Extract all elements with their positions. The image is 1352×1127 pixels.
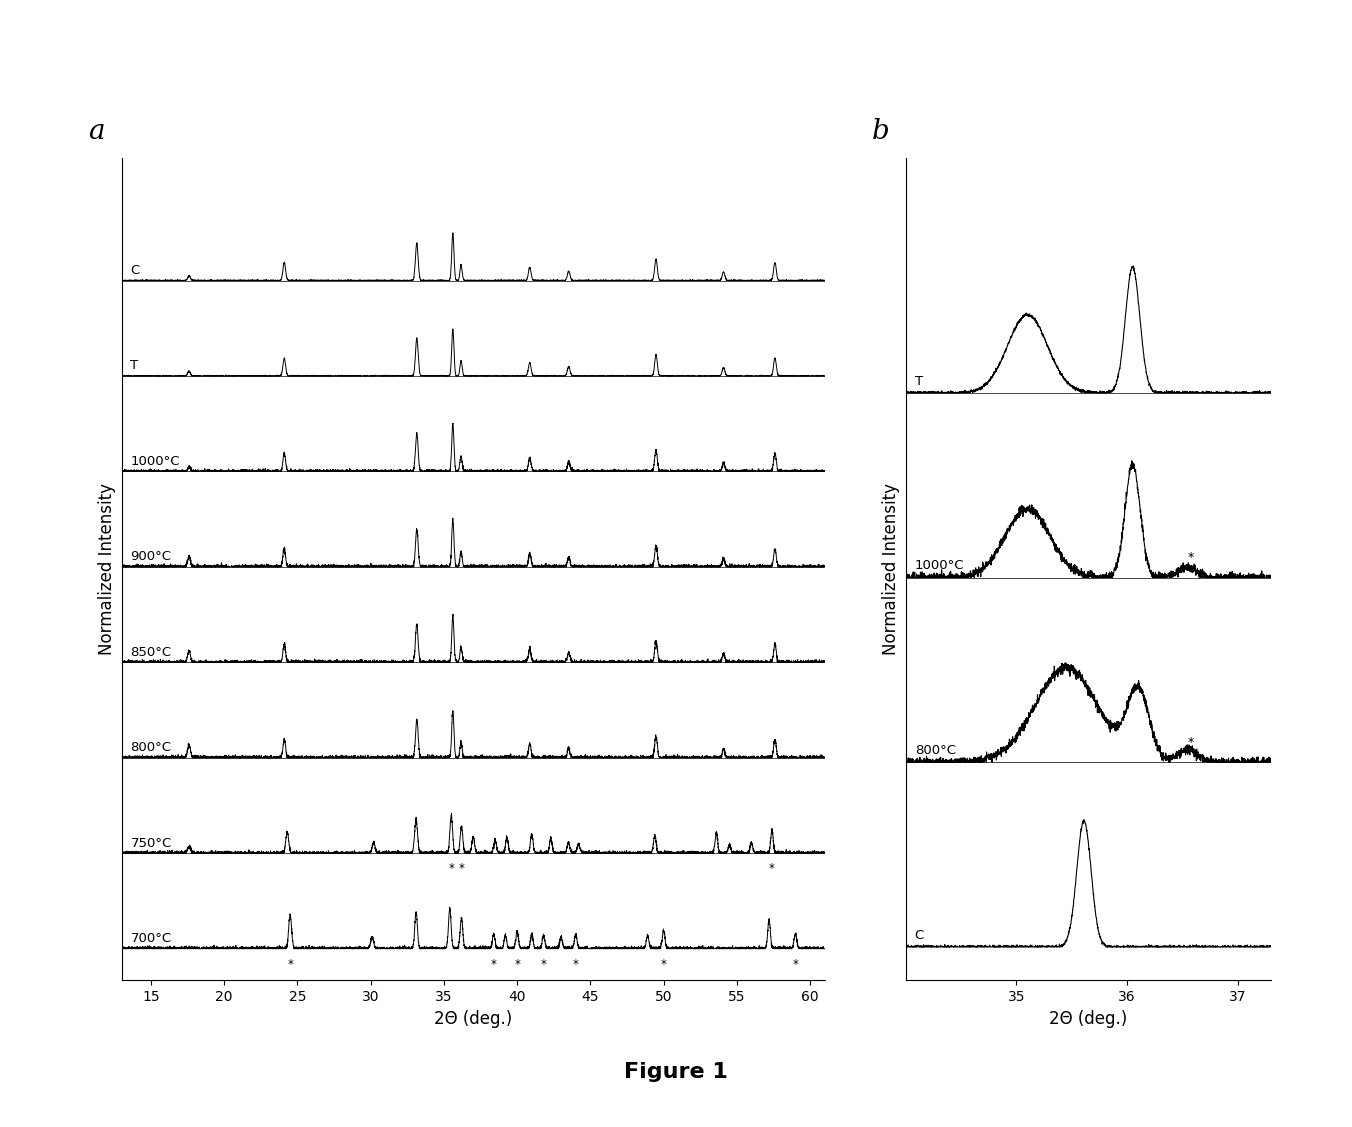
Text: 750°C: 750°C bbox=[131, 836, 172, 850]
Text: 1000°C: 1000°C bbox=[131, 455, 180, 468]
Text: C: C bbox=[131, 264, 139, 277]
Text: *: * bbox=[541, 958, 546, 970]
Text: *: * bbox=[287, 958, 293, 970]
Text: 1000°C: 1000°C bbox=[915, 559, 964, 573]
Text: 900°C: 900°C bbox=[131, 550, 172, 564]
Text: a: a bbox=[88, 118, 104, 145]
Text: b: b bbox=[872, 118, 890, 145]
Text: T: T bbox=[131, 360, 139, 372]
Text: 700°C: 700°C bbox=[131, 932, 172, 946]
Text: *: * bbox=[491, 958, 496, 970]
Text: 800°C: 800°C bbox=[915, 744, 956, 757]
Text: *: * bbox=[1188, 551, 1194, 565]
X-axis label: 2Θ (deg.): 2Θ (deg.) bbox=[1049, 1010, 1128, 1028]
X-axis label: 2Θ (deg.): 2Θ (deg.) bbox=[434, 1010, 512, 1028]
Text: Figure 1: Figure 1 bbox=[625, 1062, 727, 1082]
Text: T: T bbox=[915, 375, 923, 388]
Text: *: * bbox=[458, 862, 465, 876]
Y-axis label: Normalized Intensity: Normalized Intensity bbox=[99, 483, 116, 655]
Text: *: * bbox=[449, 862, 454, 876]
Text: *: * bbox=[573, 958, 579, 970]
Text: 850°C: 850°C bbox=[131, 646, 172, 658]
Text: *: * bbox=[514, 958, 521, 970]
Text: *: * bbox=[1188, 736, 1194, 748]
Y-axis label: Normalized Intensity: Normalized Intensity bbox=[883, 483, 900, 655]
Text: *: * bbox=[769, 862, 775, 876]
Text: *: * bbox=[792, 958, 799, 970]
Text: *: * bbox=[661, 958, 667, 970]
Text: C: C bbox=[915, 929, 923, 942]
Text: 800°C: 800°C bbox=[131, 742, 172, 754]
